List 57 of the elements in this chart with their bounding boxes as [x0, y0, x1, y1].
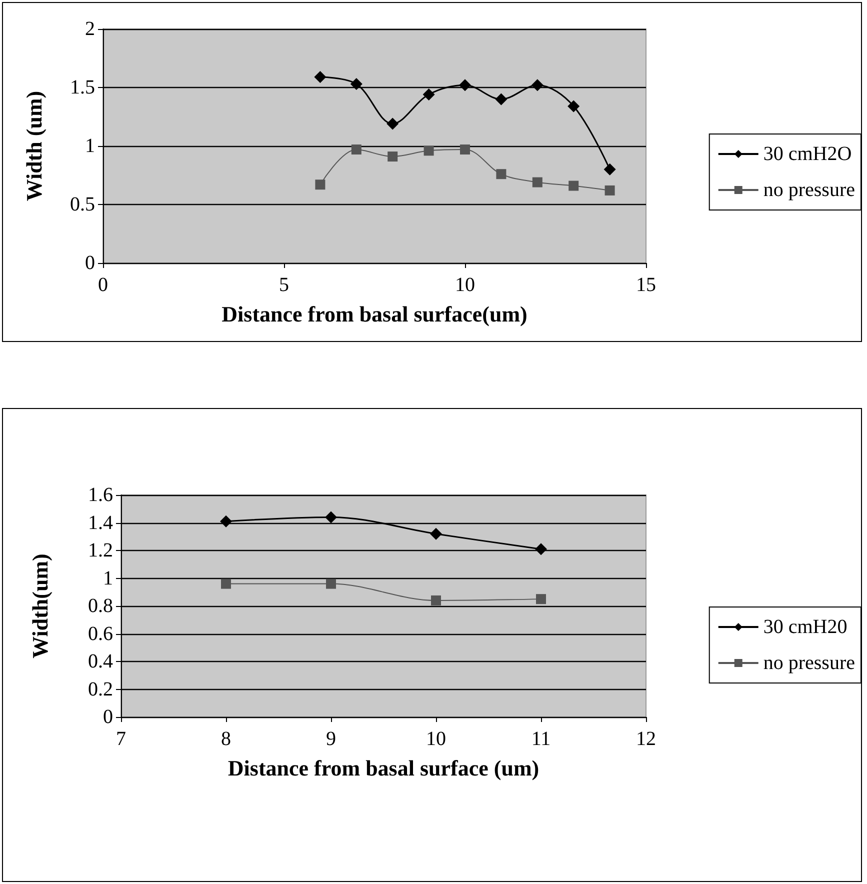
- x-tick-label: 7: [116, 728, 126, 750]
- point: [314, 70, 326, 83]
- y-axis-title: Width(um): [28, 554, 52, 658]
- y-tick-label: 0.2: [88, 678, 113, 700]
- y-tick-label: 1.6: [88, 484, 113, 506]
- y-tick-label: 0.6: [88, 622, 113, 645]
- point: [604, 163, 616, 176]
- y-tick-label: 1.5: [70, 76, 95, 98]
- y-tick-label: 0.4: [88, 650, 113, 672]
- x-tick-label: 12: [636, 728, 656, 750]
- y-axis-title: Width (um): [22, 90, 46, 202]
- point: [325, 511, 337, 524]
- point: [568, 100, 580, 112]
- x-tick-label: 15: [636, 274, 656, 296]
- point: [495, 93, 508, 106]
- x-axis-title: Distance from basal surface(um): [222, 302, 528, 326]
- point: [431, 595, 441, 606]
- point: [350, 78, 362, 90]
- point: [388, 152, 398, 162]
- point: [386, 118, 399, 130]
- point: [220, 515, 232, 528]
- y-tick-label: 0: [85, 252, 95, 274]
- y-tick-label: 0.8: [88, 595, 113, 617]
- legend-label: 30 cmH2O: [763, 143, 852, 165]
- point: [221, 578, 231, 589]
- point: [604, 185, 615, 196]
- y-tick-label: 1: [103, 567, 113, 590]
- legend-label: no pressure: [763, 652, 856, 674]
- point: [496, 169, 506, 180]
- y-tick-label: 0.5: [70, 194, 95, 216]
- x-tick-label: 11: [531, 728, 551, 750]
- x-axis-title: Distance from basal surface (um): [228, 756, 540, 780]
- point: [459, 79, 471, 92]
- y-tick-label: 0: [103, 706, 113, 728]
- y-tick-label: 1.4: [88, 512, 113, 534]
- point: [430, 528, 442, 540]
- point: [424, 146, 434, 156]
- point: [531, 79, 544, 92]
- legend-label: no pressure: [763, 179, 856, 201]
- point: [326, 578, 336, 589]
- x-tick-label: 9: [326, 728, 336, 750]
- x-tick-label: 10: [455, 274, 475, 296]
- x-tick-label: 8: [221, 728, 231, 750]
- point: [535, 543, 547, 556]
- point: [532, 177, 542, 188]
- x-tick-label: 10: [426, 728, 446, 750]
- point: [460, 144, 470, 155]
- y-tick-label: 2: [85, 18, 95, 40]
- y-tick-label: 1.2: [88, 540, 113, 562]
- point: [422, 88, 435, 101]
- point: [536, 594, 546, 604]
- point: [351, 144, 362, 155]
- point: [568, 180, 579, 191]
- point: [315, 180, 326, 190]
- y-tick-label: 1: [85, 135, 95, 157]
- legend-label: 30 cmH20: [763, 616, 848, 638]
- x-tick-label: 5: [279, 274, 289, 296]
